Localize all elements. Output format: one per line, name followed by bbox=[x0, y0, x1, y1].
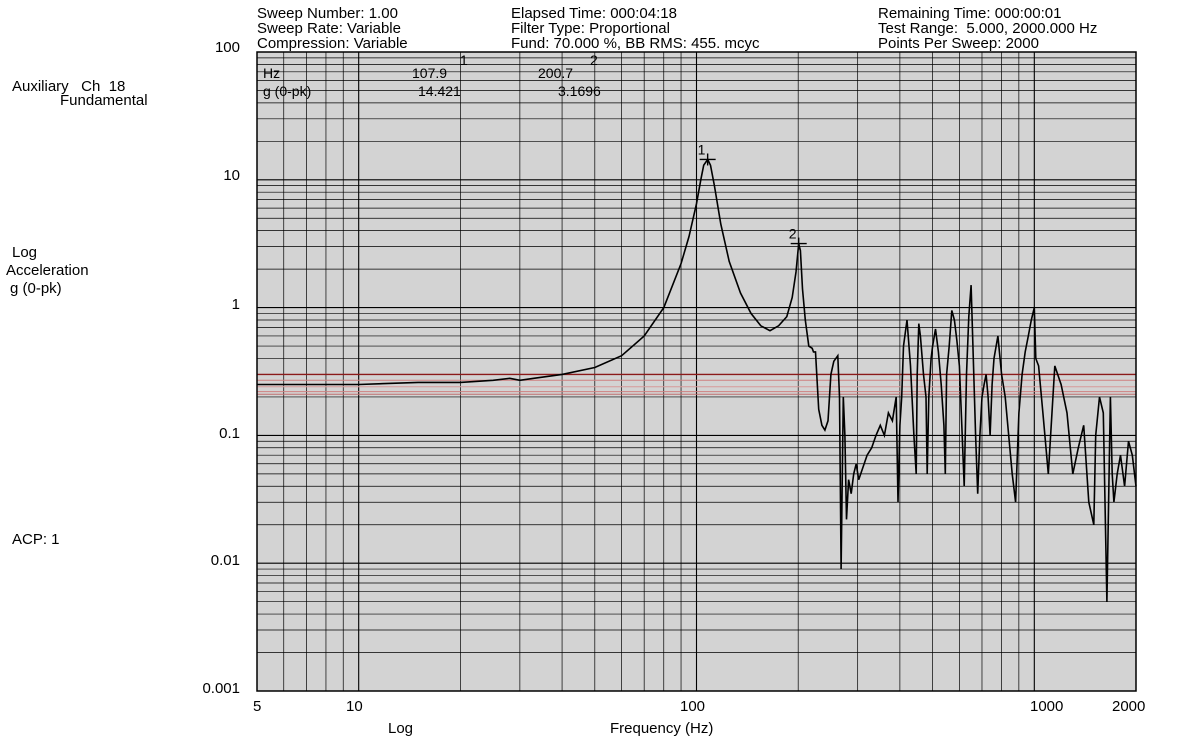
reference-lines bbox=[257, 373, 1136, 395]
marker-2-frequency: 200.7 bbox=[538, 65, 573, 81]
y-tick-label: 0.01 bbox=[210, 552, 240, 569]
marker-2-id: 2 bbox=[590, 52, 598, 68]
x-tick-label: 10 bbox=[346, 698, 363, 715]
peak-marker-label: 2 bbox=[789, 226, 797, 242]
x-tick-label: 5 bbox=[253, 698, 262, 715]
sweep-rate-text: Sweep Rate: Variable bbox=[257, 20, 401, 37]
remaining-time-text: Remaining Time: 000:00:01 bbox=[878, 5, 1062, 22]
x-scale-label: Log bbox=[388, 720, 414, 737]
plot-frame bbox=[256, 51, 1137, 692]
y-tick-label: 100 bbox=[214, 39, 240, 56]
acceleration-trace bbox=[257, 157, 1137, 602]
acp-label: ACP: 1 bbox=[12, 531, 60, 548]
y-axis-label-line2: Acceleration bbox=[6, 262, 89, 279]
points-per-sweep-text: Points Per Sweep: 2000 bbox=[878, 35, 1039, 52]
x-tick-label: 1000 bbox=[1030, 698, 1064, 715]
channel-label: Auxiliary Ch 18 bbox=[12, 78, 126, 95]
peak-markers: 12 bbox=[698, 141, 807, 250]
compression-text: Compression: Variable bbox=[257, 35, 408, 52]
filter-type-text: Filter Type: Proportional bbox=[511, 20, 670, 37]
elapsed-time-text: Elapsed Time: 000:04:18 bbox=[511, 5, 677, 22]
y-tick-label: 0.001 bbox=[202, 680, 240, 697]
marker-row-label-hz: Hz bbox=[263, 65, 280, 81]
peak-marker-label: 1 bbox=[698, 141, 706, 157]
x-tick-label: 100 bbox=[680, 698, 706, 715]
marker-1-amplitude: 14.421 bbox=[418, 83, 461, 99]
marker-1-id: 1 bbox=[460, 52, 468, 68]
y-tick-label: 0.1 bbox=[219, 425, 240, 442]
x-axis-title: Frequency (Hz) bbox=[610, 720, 714, 737]
x-tick-label: 2000 bbox=[1112, 698, 1146, 715]
marker-2-amplitude: 3.1696 bbox=[558, 83, 601, 99]
y-tick-label: 1 bbox=[231, 296, 240, 313]
fund-rms-text: Fund: 70.000 %, BB RMS: 455. mcyc bbox=[511, 35, 760, 52]
grid-lines bbox=[256, 52, 1137, 692]
y-axis-label-line1: Log bbox=[12, 244, 38, 261]
y-tick-label: 10 bbox=[223, 167, 240, 184]
y-axis-label-line3: g (0-pk) bbox=[10, 280, 62, 297]
marker-row-label-g: g (0-pk) bbox=[263, 83, 311, 99]
marker-1-frequency: 107.9 bbox=[412, 65, 447, 81]
sweep-number-text: Sweep Number: 1.00 bbox=[257, 5, 398, 22]
channel-sublabel: Fundamental bbox=[60, 92, 148, 109]
test-range-text: Test Range: 5.000, 2000.000 Hz bbox=[878, 20, 1098, 37]
